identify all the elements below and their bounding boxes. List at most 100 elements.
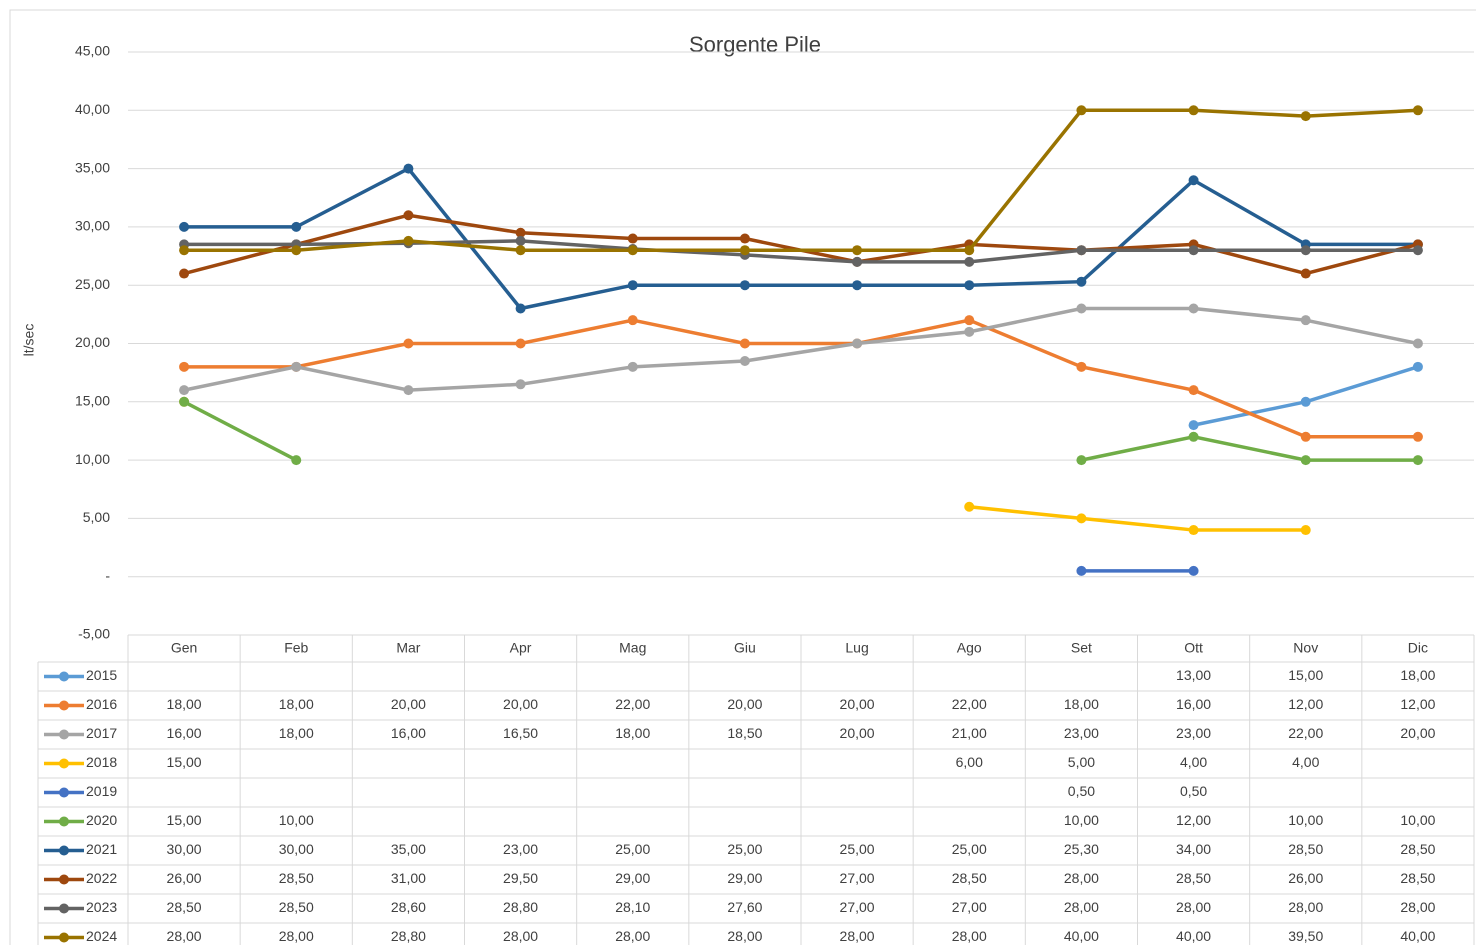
legend-label: 2023 (86, 899, 117, 915)
point (1188, 385, 1199, 396)
y-tick-label: 35,00 (75, 159, 110, 175)
point (1412, 431, 1423, 442)
point (291, 455, 302, 466)
table-cell: 28,00 (279, 928, 314, 944)
point (403, 163, 414, 174)
point (1076, 245, 1087, 256)
table-cell: 16,50 (503, 725, 538, 741)
table-cell: 28,50 (279, 870, 314, 886)
point (179, 396, 190, 407)
table-cell: 26,00 (167, 870, 202, 886)
point (179, 245, 190, 256)
legend-swatch-marker (59, 816, 69, 827)
table-cell: 12,00 (1176, 812, 1211, 828)
point (1412, 245, 1423, 256)
table-cell: 30,00 (167, 841, 202, 857)
table-cell: 40,00 (1176, 928, 1211, 944)
table-cell: 29,00 (727, 870, 762, 886)
table-cell: 25,00 (952, 841, 987, 857)
table-cell: 28,50 (1176, 870, 1211, 886)
table-cell: 28,00 (1400, 899, 1435, 915)
legend-label: 2018 (86, 754, 117, 770)
legend-swatch-marker (59, 845, 69, 856)
legend-label: 2017 (86, 725, 117, 741)
point (1076, 361, 1087, 372)
point (852, 256, 863, 267)
x-tick-label: Apr (510, 640, 532, 656)
series-line (183, 400, 298, 462)
table-cell: 28,00 (952, 928, 987, 944)
table-cell: 20,00 (840, 696, 875, 712)
y-tick-label: - (105, 567, 110, 583)
table-cell: 28,00 (1176, 899, 1211, 915)
point (1300, 245, 1311, 256)
table-cell: 22,00 (1288, 725, 1323, 741)
table-cell: 15,00 (167, 812, 202, 828)
point (1188, 175, 1199, 186)
point (1076, 303, 1087, 314)
table-cell: 39,50 (1288, 928, 1323, 944)
table-cell: 16,00 (391, 725, 426, 741)
table-cell: 18,00 (167, 696, 202, 712)
series-line (969, 504, 1306, 532)
table-cell: 18,00 (1064, 696, 1099, 712)
table-cell: 27,60 (727, 899, 762, 915)
table-cell: 27,00 (840, 899, 875, 915)
table-cell: 28,50 (1288, 841, 1323, 857)
table-cell: 25,30 (1064, 841, 1099, 857)
table-cell: 13,00 (1176, 667, 1211, 683)
y-tick-label: 40,00 (75, 101, 110, 117)
point (627, 315, 638, 326)
table-cell: 12,00 (1288, 696, 1323, 712)
point (1076, 276, 1087, 287)
table-cell: 23,00 (503, 841, 538, 857)
table-cell: 4,00 (1292, 754, 1319, 770)
table-cell: 40,00 (1400, 928, 1435, 944)
table-cell: 20,00 (391, 696, 426, 712)
legend-label: 2020 (86, 812, 117, 828)
legend-label: 2021 (86, 841, 117, 857)
point (627, 233, 638, 244)
point (964, 256, 975, 267)
table-cell: 28,50 (167, 899, 202, 915)
point (852, 245, 863, 256)
x-tick-label: Feb (284, 640, 308, 656)
table-cell: 18,00 (279, 725, 314, 741)
table-cell: 20,00 (503, 696, 538, 712)
table-cell: 28,00 (1064, 870, 1099, 886)
table-cell: 28,00 (503, 928, 538, 944)
series-line (184, 166, 1418, 311)
legend-swatch-marker (59, 787, 69, 798)
legend-label: 2015 (86, 667, 117, 683)
x-tick-label: Mag (619, 640, 646, 656)
table-cell: 35,00 (391, 841, 426, 857)
point (1188, 431, 1199, 442)
point (515, 227, 526, 238)
point (403, 235, 414, 246)
point (1188, 565, 1199, 576)
point (852, 280, 863, 291)
table-cell: 28,80 (391, 928, 426, 944)
point (1188, 303, 1199, 314)
point (1300, 111, 1311, 122)
point (1076, 105, 1087, 116)
point (739, 280, 750, 291)
table-cell: 20,00 (1400, 725, 1435, 741)
y-tick-label: 25,00 (75, 276, 110, 292)
table-cell: 0,50 (1068, 783, 1095, 799)
y-tick-label: 10,00 (75, 451, 110, 467)
point (627, 361, 638, 372)
table-cell: 18,00 (1400, 667, 1435, 683)
x-tick-label: Ott (1184, 640, 1203, 656)
series-line (1081, 434, 1418, 462)
point (179, 221, 190, 232)
legend-label: 2019 (86, 783, 117, 799)
point (1300, 268, 1311, 279)
table-cell: 28,00 (1064, 899, 1099, 915)
table-cell: 27,00 (840, 870, 875, 886)
table-cell: 29,00 (615, 870, 650, 886)
x-tick-label: Ago (957, 640, 982, 656)
x-tick-label: Mar (396, 640, 420, 656)
table-cell: 16,00 (1176, 696, 1211, 712)
table-cell: 18,50 (727, 725, 762, 741)
